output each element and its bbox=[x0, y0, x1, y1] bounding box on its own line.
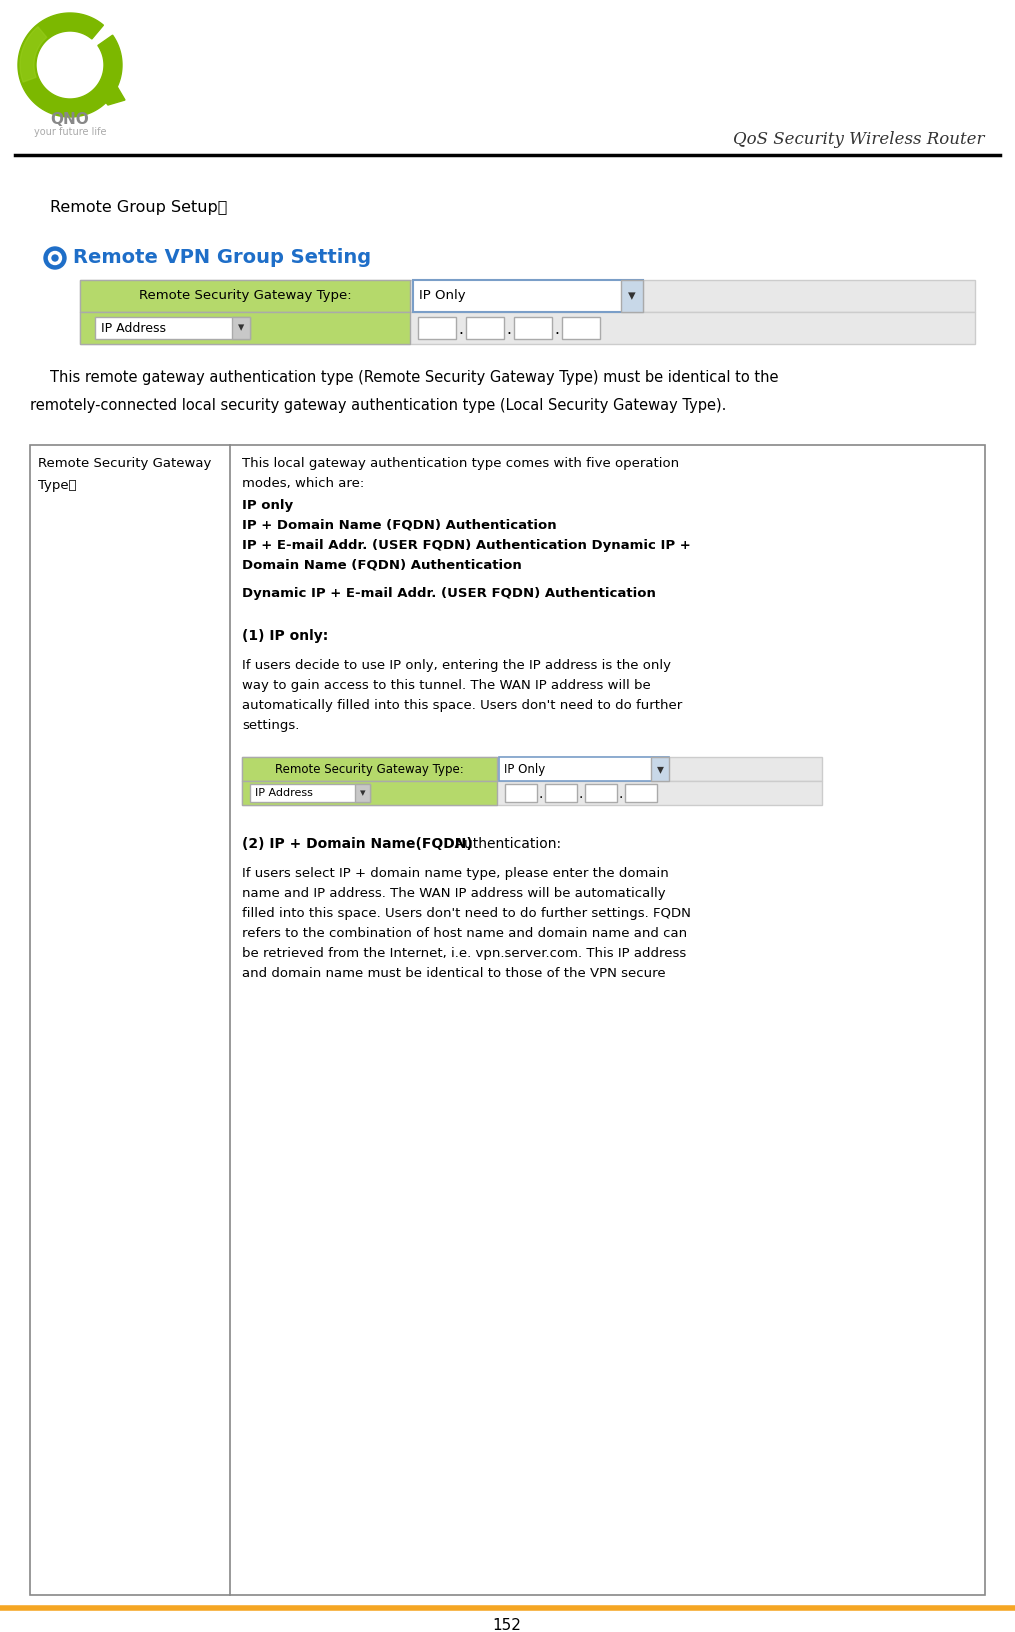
FancyBboxPatch shape bbox=[95, 317, 250, 339]
Text: 152: 152 bbox=[492, 1617, 522, 1632]
FancyBboxPatch shape bbox=[413, 281, 642, 312]
Circle shape bbox=[52, 255, 58, 261]
FancyBboxPatch shape bbox=[514, 317, 552, 339]
Text: (2) IP + Domain Name(FQDN): (2) IP + Domain Name(FQDN) bbox=[242, 837, 473, 850]
Text: Type：: Type： bbox=[38, 480, 76, 491]
FancyBboxPatch shape bbox=[418, 317, 456, 339]
FancyBboxPatch shape bbox=[585, 783, 617, 801]
Text: be retrieved from the Internet, i.e. vpn.server.com. This IP address: be retrieved from the Internet, i.e. vpn… bbox=[242, 947, 686, 960]
FancyBboxPatch shape bbox=[80, 312, 410, 344]
FancyBboxPatch shape bbox=[499, 757, 669, 782]
FancyBboxPatch shape bbox=[30, 446, 985, 1594]
Text: Remote Security Gateway Type:: Remote Security Gateway Type: bbox=[275, 762, 464, 775]
FancyBboxPatch shape bbox=[625, 783, 657, 801]
Text: .: . bbox=[619, 787, 623, 801]
Text: ▾: ▾ bbox=[238, 322, 245, 335]
FancyBboxPatch shape bbox=[232, 317, 250, 339]
Text: (1) IP only:: (1) IP only: bbox=[242, 628, 328, 643]
Text: remotely-connected local security gateway authentication type (Local Security Ga: remotely-connected local security gatewa… bbox=[30, 398, 727, 413]
Text: IP Address: IP Address bbox=[255, 788, 313, 798]
Polygon shape bbox=[20, 26, 47, 82]
Text: Remote Group Setup：: Remote Group Setup： bbox=[50, 201, 227, 215]
Polygon shape bbox=[96, 83, 125, 104]
FancyBboxPatch shape bbox=[545, 783, 577, 801]
FancyBboxPatch shape bbox=[621, 281, 642, 312]
Text: This local gateway authentication type comes with five operation: This local gateway authentication type c… bbox=[242, 457, 679, 470]
FancyBboxPatch shape bbox=[355, 783, 370, 801]
Text: Remote Security Gateway Type:: Remote Security Gateway Type: bbox=[139, 289, 351, 302]
Circle shape bbox=[49, 251, 62, 264]
FancyBboxPatch shape bbox=[242, 757, 497, 782]
Text: .: . bbox=[539, 787, 543, 801]
Text: settings.: settings. bbox=[242, 720, 299, 733]
FancyBboxPatch shape bbox=[250, 783, 370, 801]
Text: .: . bbox=[554, 322, 559, 336]
Text: way to gain access to this tunnel. The WAN IP address will be: way to gain access to this tunnel. The W… bbox=[242, 679, 651, 692]
FancyBboxPatch shape bbox=[80, 281, 975, 312]
Text: This remote gateway authentication type (Remote Security Gateway Type) must be i: This remote gateway authentication type … bbox=[50, 370, 779, 385]
Text: Domain Name (FQDN) Authentication: Domain Name (FQDN) Authentication bbox=[242, 560, 522, 571]
Text: filled into this space. Users don't need to do further settings. FQDN: filled into this space. Users don't need… bbox=[242, 907, 691, 920]
FancyBboxPatch shape bbox=[80, 312, 975, 344]
Text: automatically filled into this space. Users don't need to do further: automatically filled into this space. Us… bbox=[242, 698, 682, 712]
FancyBboxPatch shape bbox=[562, 317, 600, 339]
Text: IP Only: IP Only bbox=[504, 762, 545, 775]
Text: and domain name must be identical to those of the VPN secure: and domain name must be identical to tho… bbox=[242, 968, 666, 979]
Text: QoS Security Wireless Router: QoS Security Wireless Router bbox=[734, 131, 985, 149]
Text: ▾: ▾ bbox=[657, 762, 664, 775]
Text: name and IP address. The WAN IP address will be automatically: name and IP address. The WAN IP address … bbox=[242, 888, 666, 899]
Text: IP + Domain Name (FQDN) Authentication: IP + Domain Name (FQDN) Authentication bbox=[242, 519, 556, 532]
Text: Authentication:: Authentication: bbox=[437, 837, 561, 850]
Text: If users decide to use IP only, entering the IP address is the only: If users decide to use IP only, entering… bbox=[242, 659, 671, 672]
Polygon shape bbox=[18, 13, 122, 118]
FancyBboxPatch shape bbox=[242, 782, 497, 805]
Text: IP + E-mail Addr. (USER FQDN) Authentication Dynamic IP +: IP + E-mail Addr. (USER FQDN) Authentica… bbox=[242, 539, 691, 552]
FancyBboxPatch shape bbox=[80, 281, 410, 312]
Text: Remote Security Gateway: Remote Security Gateway bbox=[38, 457, 211, 470]
Text: .: . bbox=[506, 322, 512, 336]
FancyBboxPatch shape bbox=[242, 782, 822, 805]
Text: your future life: your future life bbox=[33, 127, 107, 137]
Text: refers to the combination of host name and domain name and can: refers to the combination of host name a… bbox=[242, 927, 687, 940]
Text: modes, which are:: modes, which are: bbox=[242, 477, 364, 490]
Text: If users select IP + domain name type, please enter the domain: If users select IP + domain name type, p… bbox=[242, 867, 669, 880]
Text: .: . bbox=[579, 787, 584, 801]
FancyBboxPatch shape bbox=[651, 757, 669, 782]
Text: .: . bbox=[459, 322, 464, 336]
Text: Dynamic IP + E-mail Addr. (USER FQDN) Authentication: Dynamic IP + E-mail Addr. (USER FQDN) Au… bbox=[242, 588, 656, 601]
Text: IP only: IP only bbox=[242, 499, 293, 512]
Circle shape bbox=[44, 246, 66, 269]
FancyBboxPatch shape bbox=[505, 783, 537, 801]
FancyBboxPatch shape bbox=[242, 757, 822, 782]
Text: ▾: ▾ bbox=[359, 788, 365, 798]
Text: IP Address: IP Address bbox=[102, 322, 166, 335]
Text: IP Only: IP Only bbox=[419, 289, 466, 302]
FancyBboxPatch shape bbox=[466, 317, 504, 339]
Text: Remote VPN Group Setting: Remote VPN Group Setting bbox=[73, 248, 371, 268]
Text: QNO: QNO bbox=[51, 113, 89, 127]
Text: ▾: ▾ bbox=[628, 289, 635, 304]
